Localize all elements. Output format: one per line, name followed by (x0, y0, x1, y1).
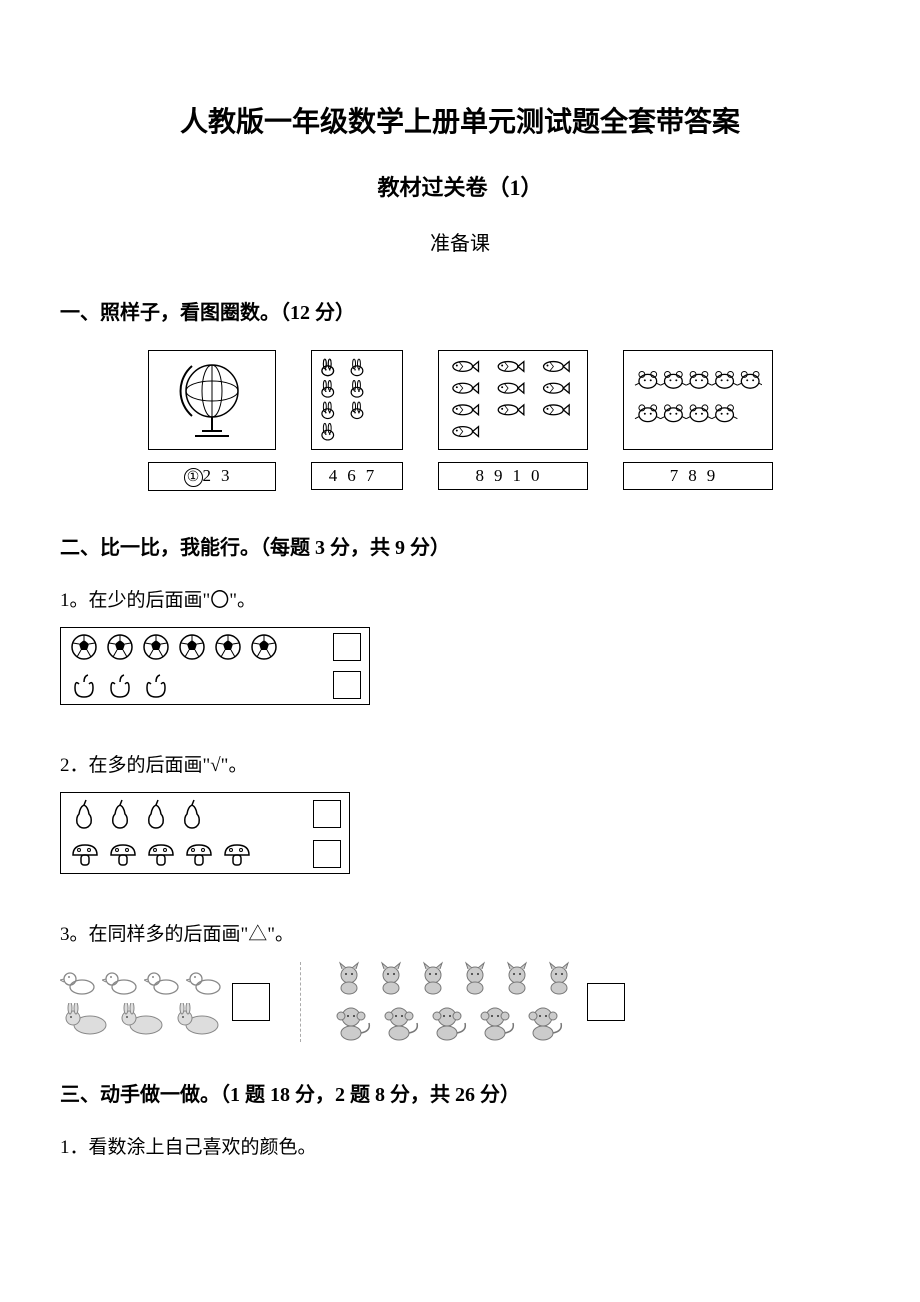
number: 7 (366, 466, 385, 485)
q2-3-wrap (60, 961, 860, 1043)
number: 7 (670, 466, 689, 485)
pear-icon (141, 797, 171, 831)
page-title: 人教版一年级数学上册单元测试题全套带答案 (60, 100, 860, 140)
number: 2 (203, 466, 222, 485)
answer-box[interactable] (313, 800, 341, 828)
crabs-icon (634, 365, 762, 435)
number: 4 (329, 466, 348, 485)
divider (300, 962, 301, 1042)
crabs-image (623, 350, 773, 450)
soccer-icon (105, 632, 135, 662)
cat-icon (457, 961, 493, 997)
tile-globe: ①23 (148, 350, 276, 491)
mushroom-icon (183, 839, 215, 869)
apple-icon (69, 670, 99, 700)
q2-1-row-2 (61, 666, 369, 704)
answer-box[interactable] (232, 983, 270, 1021)
duck-icon (102, 967, 138, 997)
answer-box[interactable] (313, 840, 341, 868)
tile-fish-numbers: 8910 (438, 462, 588, 490)
bunny-icon (116, 1003, 166, 1037)
cat-icon (373, 961, 409, 997)
tile-rabbits-numbers: 467 (311, 462, 403, 490)
number: 9 (494, 466, 513, 485)
section-3-header: 三、动手做一做。（1 题 18 分，2 题 8 分，共 26 分） (60, 1078, 860, 1107)
duck-row (60, 967, 222, 997)
tile-rabbits: 467 (311, 350, 403, 491)
pear-icon (105, 797, 135, 831)
q2-3-right (331, 961, 625, 1043)
bunny-icon (60, 1003, 110, 1037)
number: 3 (221, 466, 240, 485)
soccer-icon (69, 632, 99, 662)
soccer-icon (141, 632, 171, 662)
rabbits-icon (318, 356, 396, 444)
section-2-header: 二、比一比，我能行。（每题 3 分，共 9 分） (60, 531, 860, 560)
number: 8 (688, 466, 707, 485)
duck-icon (60, 967, 96, 997)
number: 10 (513, 466, 550, 485)
duck-icon (186, 967, 222, 997)
q3-1-text: 1．看数涂上自己喜欢的颜色。 (60, 1132, 860, 1159)
number: 9 (707, 466, 726, 485)
mushroom-icon (107, 839, 139, 869)
mushroom-icon (221, 839, 253, 869)
tile-globe-numbers: ①23 (148, 462, 276, 491)
number-circled: ① (184, 468, 203, 487)
answer-box[interactable] (587, 983, 625, 1021)
q2-2-row-2 (61, 835, 349, 873)
soccer-icon (249, 632, 279, 662)
rabbits-image (311, 350, 403, 450)
monkey-icon (379, 1003, 421, 1043)
monkey-icon (427, 1003, 469, 1043)
monkey-icon (523, 1003, 565, 1043)
duck-icon (144, 967, 180, 997)
monkey-row (331, 1003, 577, 1043)
number: 6 (347, 466, 366, 485)
cat-icon (331, 961, 367, 997)
number: 8 (476, 466, 495, 485)
cat-icon (499, 961, 535, 997)
cat-row (331, 961, 577, 997)
q2-2-box (60, 792, 350, 874)
apple-icon (141, 670, 171, 700)
pear-icon (69, 797, 99, 831)
apple-icon (105, 670, 135, 700)
q2-2-row-1 (61, 793, 349, 835)
bunny-icon (172, 1003, 222, 1037)
q2-1-row-1 (61, 628, 369, 666)
globe-image (148, 350, 276, 450)
bunny-row (60, 1003, 222, 1037)
soccer-icon (213, 632, 243, 662)
tiles-row: ①23 467 (60, 350, 860, 491)
mushroom-icon (145, 839, 177, 869)
prep-label: 准备课 (60, 227, 860, 256)
cat-icon (415, 961, 451, 997)
page-subtitle: 教材过关卷（1） (60, 170, 860, 202)
mushroom-icon (69, 839, 101, 869)
soccer-icon (177, 632, 207, 662)
q2-2-text: 2．在多的后面画"√"。 (60, 750, 860, 777)
globe-icon (167, 356, 257, 444)
cat-icon (541, 961, 577, 997)
fish-image (438, 350, 588, 450)
tile-crabs-numbers: 789 (623, 462, 773, 490)
q2-1-text: 1。在少的后面画"〇"。 (60, 585, 860, 612)
q2-1-box (60, 627, 370, 705)
q2-3-left (60, 967, 270, 1037)
fish-icon (445, 356, 581, 444)
tile-fish: 8910 (438, 350, 588, 491)
answer-box[interactable] (333, 671, 361, 699)
answer-box[interactable] (333, 633, 361, 661)
monkey-icon (475, 1003, 517, 1043)
section-1-header: 一、照样子，看图圈数。（12 分） (60, 296, 860, 325)
monkey-icon (331, 1003, 373, 1043)
q2-3-text: 3。在同样多的后面画"△"。 (60, 919, 860, 946)
pear-icon (177, 797, 207, 831)
tile-crabs: 789 (623, 350, 773, 491)
